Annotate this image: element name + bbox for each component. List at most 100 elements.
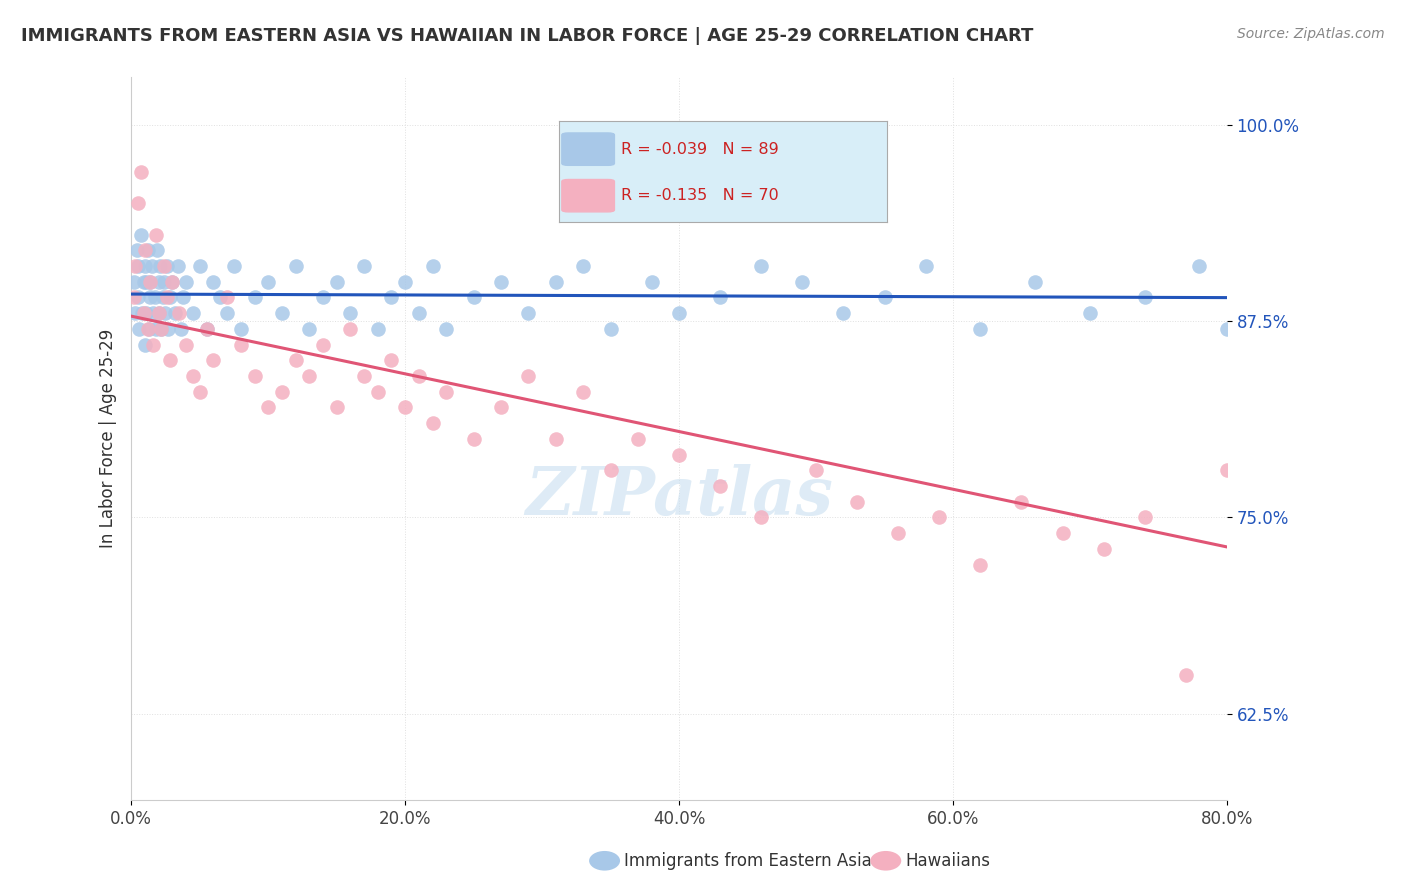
Point [162,275,184,289]
Point [134,337,156,351]
Point [174,275,197,289]
Point [139,275,162,289]
Point [139,275,162,289]
Point [887,526,910,541]
Point [229,337,252,351]
Point [517,369,540,384]
Point [188,259,211,273]
Point [599,322,621,336]
Point [434,384,457,399]
Point [129,227,152,242]
Point [325,401,347,415]
Point [142,306,165,320]
Point [181,369,204,384]
Point [155,306,177,320]
Point [139,290,162,304]
Point [325,275,347,289]
Point [463,290,485,304]
Point [572,259,595,273]
Point [928,510,950,524]
Point [222,259,245,273]
Point [124,306,146,320]
Point [153,259,176,273]
Point [1024,275,1046,289]
Point [122,275,145,289]
Point [434,322,457,336]
Point [188,384,211,399]
Point [749,510,772,524]
Point [1188,259,1211,273]
Point [353,259,375,273]
Point [142,337,165,351]
Point [749,259,772,273]
Point [257,401,280,415]
Point [312,290,335,304]
Point [174,337,197,351]
Point [846,494,869,508]
Point [298,322,321,336]
Text: ZIPatlas: ZIPatlas [524,464,832,529]
Point [132,306,155,320]
Point [380,353,402,368]
Point [709,479,731,493]
Point [131,306,153,320]
Point [422,259,444,273]
Point [243,369,266,384]
Point [202,275,225,289]
Point [257,275,280,289]
Point [544,432,567,446]
Point [145,322,167,336]
Point [804,463,827,477]
Point [181,306,204,320]
Point [1078,306,1101,320]
Point [489,401,512,415]
Point [134,259,156,273]
Point [969,558,991,572]
Point [129,165,152,179]
Point [132,275,155,289]
Point [668,448,690,462]
Point [969,322,991,336]
Point [367,384,389,399]
Point [284,353,307,368]
Point [640,275,662,289]
Point [668,306,690,320]
Point [135,275,157,289]
Point [1052,526,1074,541]
Point [153,275,176,289]
Point [125,244,148,258]
Point [1133,290,1156,304]
Point [270,384,292,399]
Point [298,369,321,384]
Text: Hawaiians: Hawaiians [905,852,990,870]
Point [229,322,252,336]
Point [148,306,170,320]
Point [339,322,361,336]
Point [127,259,149,273]
Point [627,432,650,446]
Point [394,401,416,415]
Point [156,259,179,273]
Point [463,432,485,446]
Y-axis label: In Labor Force | Age 25-29: In Labor Force | Age 25-29 [100,329,117,549]
Point [1010,494,1032,508]
Point [284,259,307,273]
Point [157,322,180,336]
Point [1174,667,1197,681]
Point [150,322,173,336]
Point [217,306,239,320]
Point [914,259,936,273]
Text: IMMIGRANTS FROM EASTERN ASIA VS HAWAIIAN IN LABOR FORCE | AGE 25-29 CORRELATION : IMMIGRANTS FROM EASTERN ASIA VS HAWAIIAN… [21,27,1033,45]
Point [138,322,160,336]
Point [135,306,157,320]
Point [149,259,172,273]
Point [136,322,159,336]
Point [832,306,855,320]
Point [122,290,145,304]
Point [124,259,146,273]
Point [202,353,225,368]
Point [380,290,402,304]
Point [353,369,375,384]
Point [408,369,430,384]
Point [873,290,896,304]
